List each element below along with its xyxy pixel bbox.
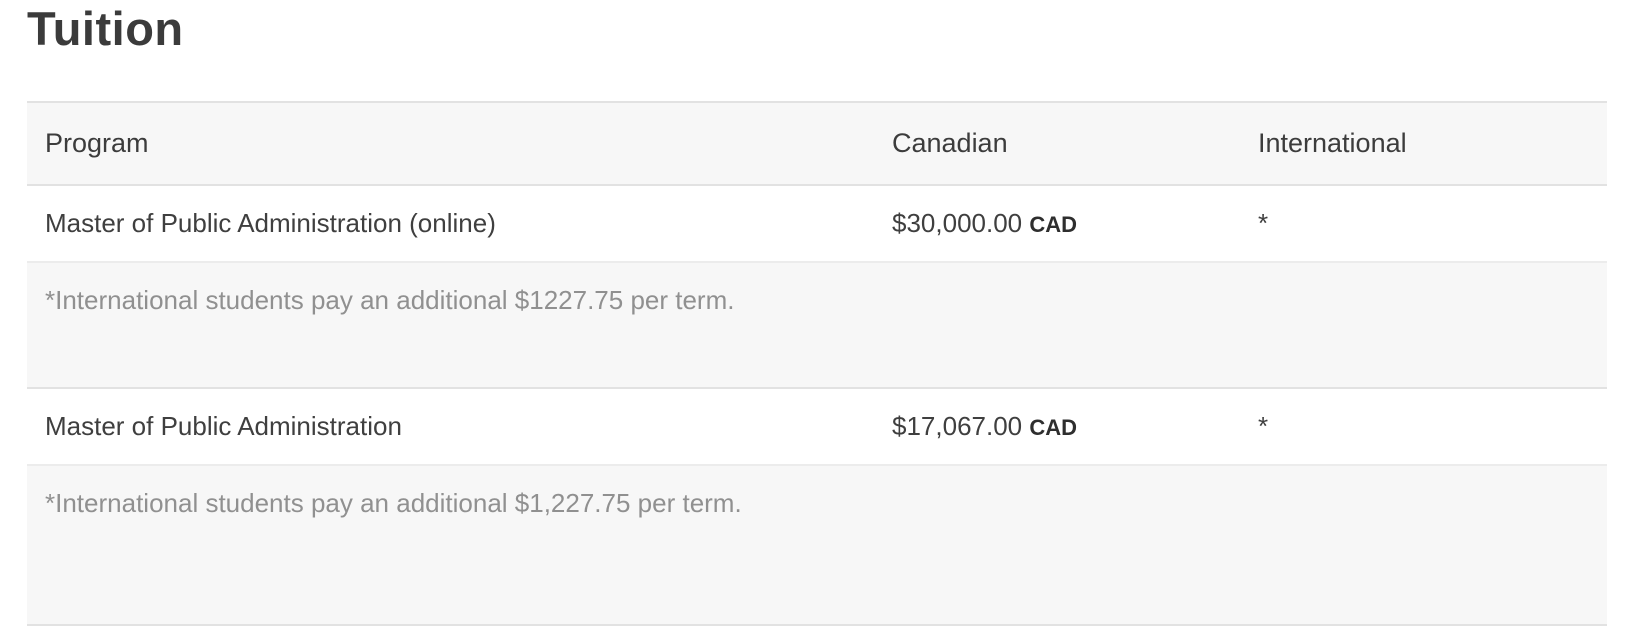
column-header-international: International xyxy=(1240,102,1607,187)
price-amount: $17,067.00 xyxy=(892,411,1023,442)
note-row: *International students pay an additiona… xyxy=(27,262,1607,390)
program-name: Master of Public Administration xyxy=(27,388,874,467)
tuition-table: Program Canadian International Master of… xyxy=(27,101,1607,627)
note-row: *International students pay an additiona… xyxy=(27,465,1607,627)
table-header-row: Program Canadian International xyxy=(27,102,1607,187)
international-marker: * xyxy=(1240,185,1607,264)
column-header-program: Program xyxy=(27,102,874,187)
currency-label: CAD xyxy=(1029,415,1078,441)
currency-label: CAD xyxy=(1029,212,1078,238)
table-row: Master of Public Administration (online)… xyxy=(27,185,1607,264)
note-text: *International students pay an additiona… xyxy=(27,262,1607,390)
program-name: Master of Public Administration (online) xyxy=(27,185,874,264)
canadian-price: $30,000.00 CAD xyxy=(874,185,1240,264)
note-text: *International students pay an additiona… xyxy=(27,465,1607,627)
table-row: Master of Public Administration $17,067.… xyxy=(27,388,1607,467)
international-marker: * xyxy=(1240,388,1607,467)
page-title: Tuition xyxy=(27,2,184,55)
canadian-price: $17,067.00 CAD xyxy=(874,388,1240,467)
column-header-canadian: Canadian xyxy=(874,102,1240,187)
price-amount: $30,000.00 xyxy=(892,208,1023,239)
